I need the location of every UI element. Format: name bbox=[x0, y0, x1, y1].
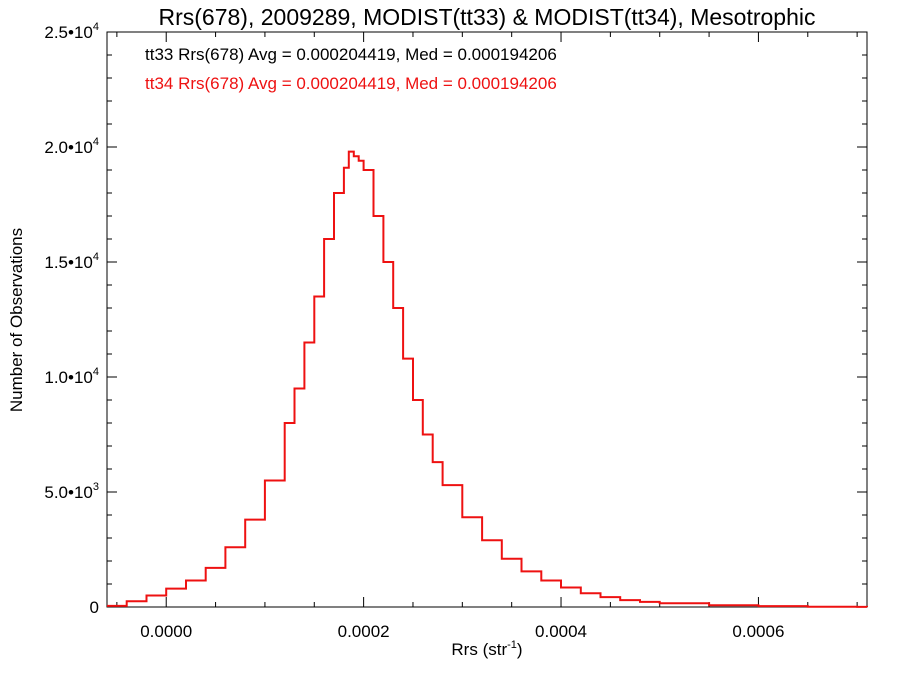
y-tick-label-exponent: 4 bbox=[93, 21, 99, 33]
y-tick-label-exponent: 4 bbox=[93, 251, 99, 263]
x-axis-label-superscript: -1 bbox=[507, 639, 517, 651]
y-tick-label-mantissa: 1.5•10 bbox=[44, 253, 93, 272]
y-tick-label-exponent: 4 bbox=[93, 366, 99, 378]
annotation-text: tt33 Rrs(678) Avg = 0.000204419, Med = 0… bbox=[145, 45, 557, 64]
x-tick-label: 0.0004 bbox=[535, 622, 587, 641]
y-tick-label-mantissa: 2.0•10 bbox=[44, 138, 93, 157]
x-tick-label: 0.0002 bbox=[338, 622, 390, 641]
y-tick-label-mantissa: 5.0•10 bbox=[44, 483, 93, 502]
y-tick-label-exponent: 4 bbox=[93, 136, 99, 148]
y-tick-label-exponent: 3 bbox=[93, 481, 99, 493]
y-tick-label: 2.0•104 bbox=[44, 136, 99, 157]
x-axis-label-main: Rrs (str bbox=[451, 640, 507, 659]
y-tick-label-mantissa: 1.0•10 bbox=[44, 368, 93, 387]
y-tick-label: 0 bbox=[90, 598, 99, 617]
annotation-group: tt33 Rrs(678) Avg = 0.000204419, Med = 0… bbox=[145, 45, 557, 93]
y-tick-label: 5.0•103 bbox=[44, 481, 99, 502]
plot-frame bbox=[106, 31, 868, 608]
y-tick-label-mantissa: 0 bbox=[90, 598, 99, 617]
axis-ticks bbox=[107, 31, 867, 608]
y-axis-label: Number of Observations bbox=[7, 228, 26, 412]
histogram-series-line bbox=[107, 150, 868, 608]
y-tick-label: 2.5•104 bbox=[44, 21, 99, 42]
x-tick-label: 0.0006 bbox=[732, 622, 784, 641]
chart-title: Rrs(678), 2009289, MODIST(tt33) & MODIST… bbox=[159, 4, 816, 30]
axis-tick-labels: 0.0000 0.0002 0.0004 0.000605.0•1031.0•1041… bbox=[44, 21, 784, 641]
x-tick-label: 0.0000 bbox=[140, 622, 192, 641]
x-axis-label: Rrs (str-1) bbox=[451, 639, 522, 659]
x-axis-label-end: ) bbox=[517, 640, 523, 659]
annotation-text: tt34 Rrs(678) Avg = 0.000204419, Med = 0… bbox=[145, 74, 557, 93]
y-tick-label: 1.5•104 bbox=[44, 251, 99, 272]
y-tick-label: 1.0•104 bbox=[44, 366, 99, 387]
y-tick-label-mantissa: 2.5•10 bbox=[44, 23, 93, 42]
